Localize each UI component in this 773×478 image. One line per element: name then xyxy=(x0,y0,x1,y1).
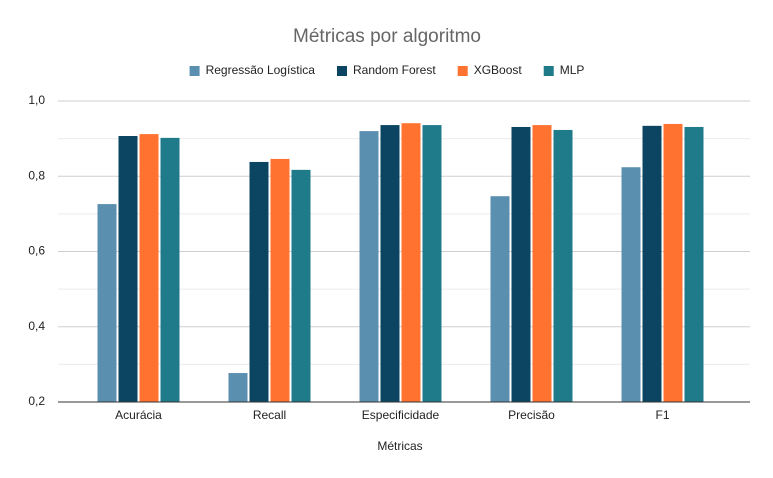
bar xyxy=(118,135,138,402)
y-tick-label: 1,0 xyxy=(28,93,45,107)
bar xyxy=(490,196,510,402)
legend-swatch xyxy=(336,66,347,76)
x-tick-label: Acurácia xyxy=(115,408,162,422)
bar xyxy=(684,126,704,403)
bar xyxy=(97,204,117,402)
bar xyxy=(160,137,180,402)
chart-title: Métricas por algoritmo xyxy=(293,26,481,47)
legend-swatch xyxy=(189,66,200,76)
bar xyxy=(228,373,248,402)
y-tick-label: 0,4 xyxy=(28,319,45,333)
bar xyxy=(359,131,379,402)
legend-label: MLP xyxy=(560,63,585,77)
bar xyxy=(249,161,269,402)
bar xyxy=(422,125,442,402)
bar xyxy=(621,167,641,402)
x-tick-label: Recall xyxy=(253,408,286,422)
legend-label: Regressão Logística xyxy=(206,63,316,77)
bar xyxy=(511,126,531,403)
x-tick-label: Especificidade xyxy=(362,408,440,422)
bar xyxy=(380,125,400,402)
x-tick-label: F1 xyxy=(655,408,669,422)
y-tick-label: 0,8 xyxy=(28,168,45,182)
y-tick-label: 0,2 xyxy=(28,394,45,408)
bar xyxy=(270,158,290,402)
legend-label: XGBoost xyxy=(474,63,523,77)
x-axis-title: Métricas xyxy=(377,439,422,453)
bar xyxy=(401,123,421,402)
legend-swatch xyxy=(457,66,468,76)
bar xyxy=(663,123,683,403)
x-tick-label: Precisão xyxy=(508,408,555,422)
bar xyxy=(553,129,573,402)
bar xyxy=(532,125,552,402)
legend-label: Random Forest xyxy=(353,63,436,77)
y-tick-label: 0,6 xyxy=(28,244,45,258)
bar xyxy=(139,134,159,403)
legend-swatch xyxy=(543,66,554,76)
bar xyxy=(291,169,311,402)
bar xyxy=(642,125,662,403)
